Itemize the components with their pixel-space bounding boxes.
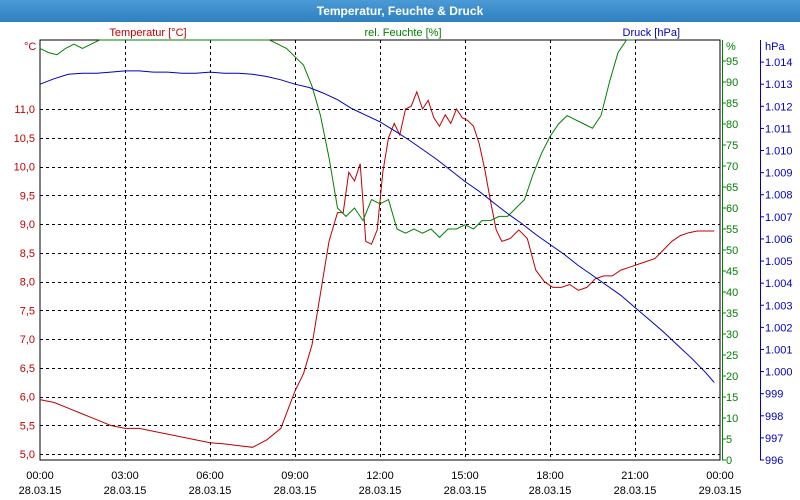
x-time-label: 00:00: [706, 470, 734, 482]
humidity-tick-label: 95: [726, 56, 738, 68]
temperature-tick-label: 9,5: [20, 190, 35, 202]
pressure-tick-label: 1.008: [765, 190, 793, 202]
humidity-tick-label: 40: [726, 287, 738, 299]
humidity-tick-label: 75: [726, 140, 738, 152]
temperature-tick-label: 10,5: [14, 133, 35, 145]
plot-lines: [39, 39, 715, 448]
pressure-tick-label: 1.007: [765, 212, 793, 224]
pressure-tick-label: 1.002: [765, 322, 793, 334]
humidity-tick-label: 20: [726, 371, 738, 383]
humidity-series-label: rel. Feuchte [%]: [364, 27, 441, 39]
temperature-tick-label: 8,0: [20, 277, 35, 289]
humidity-tick-label: 90: [726, 77, 738, 89]
temperature-tick-label: 8,5: [20, 248, 35, 260]
series-headers: Temperatur [°C] rel. Feuchte [%] Druck [hP…: [109, 27, 680, 39]
pressure-axis: 996 997 998 999 1.000 1.001 1.002 1.003 1.004 1.0…: [760, 40, 793, 467]
window-title: Temperatur, Feuchte & Druck: [0, 0, 800, 22]
temperature-tick-label: 10,0: [14, 162, 35, 174]
x-date-label: 28.03.15: [19, 485, 62, 497]
temperature-unit: °C: [24, 41, 36, 53]
humidity-tick-label: 70: [726, 161, 738, 173]
humidity-tick-label: 0: [726, 455, 732, 467]
humidity-tick-label: 50: [726, 245, 738, 257]
temperature-tick-label: 6,0: [20, 392, 35, 404]
humidity-tick-label: 30: [726, 329, 738, 341]
x-date-label: 28.03.15: [529, 485, 572, 497]
x-time-label: 12:00: [366, 470, 394, 482]
humidity-tick-label: 55: [726, 224, 738, 236]
x-date-label: 28.03.15: [614, 485, 657, 497]
pressure-tick-label: 1.009: [765, 168, 793, 180]
x-date-label: 28.03.15: [274, 485, 317, 497]
pressure-unit: hPa: [765, 41, 785, 53]
temperature-tick-label: 7,0: [20, 334, 35, 346]
temperature-tick-label: 5,0: [20, 449, 35, 461]
humidity-tick-label: 35: [726, 308, 738, 320]
pressure-tick-label: 1.003: [765, 300, 793, 312]
x-time-label: 03:00: [111, 470, 139, 482]
humidity-series-line: [39, 39, 635, 239]
pressure-tick-label: 1.014: [765, 57, 793, 69]
temperature-tick-label: 9,0: [20, 219, 35, 231]
temperature-tick-label: 5,5: [20, 420, 35, 432]
x-time-label: 18:00: [536, 470, 564, 482]
temperature-tick-label: 7,5: [20, 305, 35, 317]
pressure-tick-label: 1.013: [765, 79, 793, 91]
x-date-label: 28.03.15: [444, 485, 487, 497]
temperature-tick-label: 11,0: [14, 104, 35, 116]
x-time-label: 06:00: [196, 470, 224, 482]
temperature-series-line: [39, 90, 715, 448]
humidity-tick-label: 45: [726, 266, 738, 278]
x-time-label: 00:00: [26, 470, 54, 482]
pressure-tick-label: 1.006: [765, 234, 793, 246]
chart-grid: [39, 39, 721, 461]
pressure-tick-label: 999: [765, 389, 783, 401]
pressure-tick-label: 1.000: [765, 367, 793, 379]
x-date-label: 29.03.15: [699, 485, 742, 497]
pressure-series-label: Druck [hPa]: [623, 27, 680, 39]
humidity-tick-label: 80: [726, 119, 738, 131]
humidity-tick-label: 15: [726, 392, 738, 404]
temperature-tick-label: 6,5: [20, 363, 35, 375]
x-time-label: 21:00: [621, 470, 649, 482]
humidity-tick-label: 85: [726, 98, 738, 110]
x-date-label: 28.03.15: [359, 485, 402, 497]
humidity-tick-label: 10: [726, 413, 738, 425]
x-axis: 00:00 28.03.15 03:00 28.03.15 06:00 28.03.15 0…: [19, 470, 742, 497]
pressure-tick-label: 998: [765, 411, 783, 423]
x-time-label: 15:00: [451, 470, 479, 482]
humidity-axis: 0 5 10 15 20 25 30 35 40 45 50 55 60 65 70 75 80 85 90 95%: [722, 40, 738, 467]
pressure-tick-label: 997: [765, 433, 783, 445]
humidity-unit: %: [726, 41, 736, 53]
pressure-tick-label: 1.011: [765, 123, 792, 135]
pressure-tick-label: 1.010: [765, 146, 793, 158]
pressure-tick-label: 1.001: [765, 344, 793, 356]
humidity-tick-label: 25: [726, 350, 738, 362]
pressure-tick-label: 1.004: [765, 278, 793, 290]
humidity-tick-label: 60: [726, 203, 738, 215]
pressure-tick-label: 1.012: [765, 101, 793, 113]
pressure-tick-label: 996: [765, 455, 783, 467]
pressure-tick-label: 1.005: [765, 256, 793, 268]
x-time-label: 09:00: [281, 470, 309, 482]
pressure-series-line: [39, 70, 715, 383]
x-date-label: 28.03.15: [104, 485, 147, 497]
x-date-label: 28.03.15: [189, 485, 232, 497]
temperature-series-label: Temperatur [°C]: [109, 27, 186, 39]
temperature-axis: 5,0 5,5 6,0 6,5 7,0 7,5 8,0 8,5 9,0 9,5 10,0 10,5 11…: [14, 41, 37, 461]
humidity-tick-label: 5: [726, 434, 732, 446]
humidity-tick-label: 65: [726, 182, 738, 194]
